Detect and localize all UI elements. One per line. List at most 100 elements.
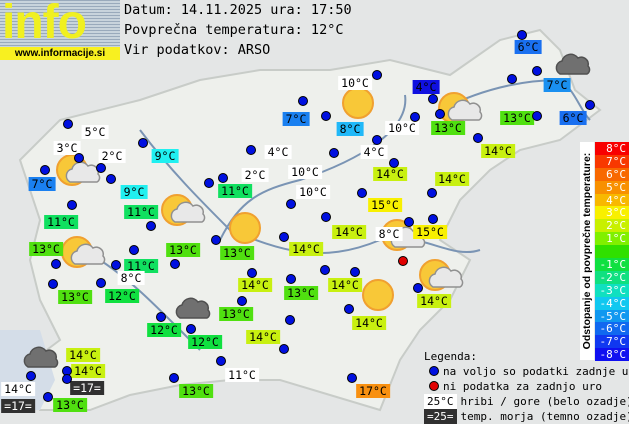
station-dot[interactable]	[218, 173, 228, 183]
station-dot[interactable]	[344, 304, 354, 314]
station-temperature[interactable]: 6°C	[559, 111, 587, 125]
station-dot[interactable]	[428, 94, 438, 104]
station-dot[interactable]	[507, 74, 517, 84]
station-temperature[interactable]: 13°C	[179, 384, 213, 398]
station-temperature[interactable]: 13°C	[220, 246, 254, 260]
station-dot[interactable]	[111, 260, 121, 270]
station-temperature[interactable]: 4°C	[360, 145, 388, 159]
station-dot[interactable]	[138, 138, 148, 148]
station-temperature[interactable]: 4°C	[412, 80, 440, 94]
station-dot[interactable]	[74, 153, 84, 163]
station-dot[interactable]	[321, 212, 331, 222]
station-temperature[interactable]: 2°C	[98, 149, 126, 163]
station-temperature[interactable]: =17=	[1, 399, 35, 413]
station-dot[interactable]	[286, 274, 296, 284]
station-dot[interactable]	[372, 135, 382, 145]
station-dot[interactable]	[357, 188, 367, 198]
station-temperature[interactable]: 17°C	[356, 384, 390, 398]
station-dot[interactable]	[389, 158, 399, 168]
station-temperature[interactable]: 13°C	[219, 307, 253, 321]
station-dot[interactable]	[372, 70, 382, 80]
station-dot[interactable]	[211, 235, 221, 245]
station-dot[interactable]	[106, 174, 116, 184]
station-dot[interactable]	[63, 119, 73, 129]
station-temperature[interactable]: 10°C	[385, 121, 419, 135]
station-temperature[interactable]: 7°C	[543, 78, 571, 92]
station-temperature[interactable]: 9°C	[151, 149, 179, 163]
logo[interactable]: info www.informacije.si	[0, 0, 120, 60]
station-dot[interactable]	[347, 373, 357, 383]
station-temperature[interactable]: 14°C	[373, 167, 407, 181]
station-dot[interactable]	[96, 163, 106, 173]
station-dot[interactable]	[216, 356, 226, 366]
station-temperature[interactable]: 11°C	[225, 368, 259, 382]
station-temperature[interactable]: 10°C	[338, 76, 372, 90]
station-dot[interactable]	[51, 259, 61, 269]
station-temperature[interactable]: 3°C	[53, 141, 81, 155]
station-temperature[interactable]: 14°C	[332, 225, 366, 239]
station-dot[interactable]	[585, 100, 595, 110]
station-temperature[interactable]: 13°C	[53, 398, 87, 412]
station-temperature[interactable]: 11°C	[124, 205, 158, 219]
station-no-data-dot[interactable]	[398, 256, 408, 266]
station-dot[interactable]	[40, 165, 50, 175]
station-dot[interactable]	[129, 245, 139, 255]
station-temperature[interactable]: 13°C	[166, 243, 200, 257]
station-dot[interactable]	[350, 267, 360, 277]
station-temperature[interactable]: 8°C	[375, 227, 403, 241]
station-temperature[interactable]: 15°C	[413, 225, 447, 239]
station-dot[interactable]	[320, 265, 330, 275]
station-dot[interactable]	[279, 232, 289, 242]
station-dot[interactable]	[246, 145, 256, 155]
station-dot[interactable]	[404, 217, 414, 227]
station-temperature[interactable]: 14°C	[328, 278, 362, 292]
station-temperature[interactable]: 5°C	[81, 125, 109, 139]
station-temperature[interactable]: 13°C	[29, 242, 63, 256]
station-dot[interactable]	[329, 148, 339, 158]
station-dot[interactable]	[170, 259, 180, 269]
station-temperature[interactable]: 9°C	[120, 185, 148, 199]
station-dot[interactable]	[156, 312, 166, 322]
station-dot[interactable]	[413, 283, 423, 293]
station-temperature[interactable]: 12°C	[188, 335, 222, 349]
station-temperature[interactable]: 14°C	[246, 330, 280, 344]
station-dot[interactable]	[146, 221, 156, 231]
station-temperature[interactable]: 13°C	[284, 286, 318, 300]
station-temperature[interactable]: 11°C	[44, 215, 78, 229]
station-temperature[interactable]: 14°C	[289, 242, 323, 256]
station-temperature[interactable]: 14°C	[71, 364, 105, 378]
station-temperature[interactable]: 2°C	[241, 168, 269, 182]
station-temperature[interactable]: 14°C	[238, 278, 272, 292]
station-temperature[interactable]: 13°C	[58, 290, 92, 304]
station-temperature[interactable]: 11°C	[124, 259, 158, 273]
station-dot[interactable]	[435, 109, 445, 119]
station-temperature[interactable]: 10°C	[288, 165, 322, 179]
station-dot[interactable]	[26, 371, 36, 381]
station-dot[interactable]	[473, 133, 483, 143]
station-temperature[interactable]: 14°C	[66, 348, 100, 362]
station-temperature[interactable]: 4°C	[264, 145, 292, 159]
station-dot[interactable]	[169, 373, 179, 383]
station-dot[interactable]	[96, 278, 106, 288]
station-temperature[interactable]: 12°C	[147, 323, 181, 337]
station-dot[interactable]	[48, 279, 58, 289]
station-temperature[interactable]: 7°C	[28, 177, 56, 191]
logo-url[interactable]: www.informacije.si	[0, 47, 120, 60]
station-temperature[interactable]: 11°C	[218, 184, 252, 198]
station-temperature[interactable]: =17=	[70, 381, 104, 395]
station-temperature[interactable]: 13°C	[431, 121, 465, 135]
station-dot[interactable]	[67, 200, 77, 210]
station-temperature[interactable]: 6°C	[514, 40, 542, 54]
station-temperature[interactable]: 10°C	[296, 185, 330, 199]
station-dot[interactable]	[247, 268, 257, 278]
station-dot[interactable]	[286, 199, 296, 209]
station-temperature[interactable]: 14°C	[481, 144, 515, 158]
station-temperature[interactable]: 7°C	[282, 112, 310, 126]
station-dot[interactable]	[321, 111, 331, 121]
station-dot[interactable]	[285, 315, 295, 325]
station-temperature[interactable]: 8°C	[336, 122, 364, 136]
station-temperature[interactable]: 15°C	[368, 198, 402, 212]
station-dot[interactable]	[43, 392, 53, 402]
station-temperature[interactable]: 14°C	[352, 316, 386, 330]
station-dot[interactable]	[204, 178, 214, 188]
